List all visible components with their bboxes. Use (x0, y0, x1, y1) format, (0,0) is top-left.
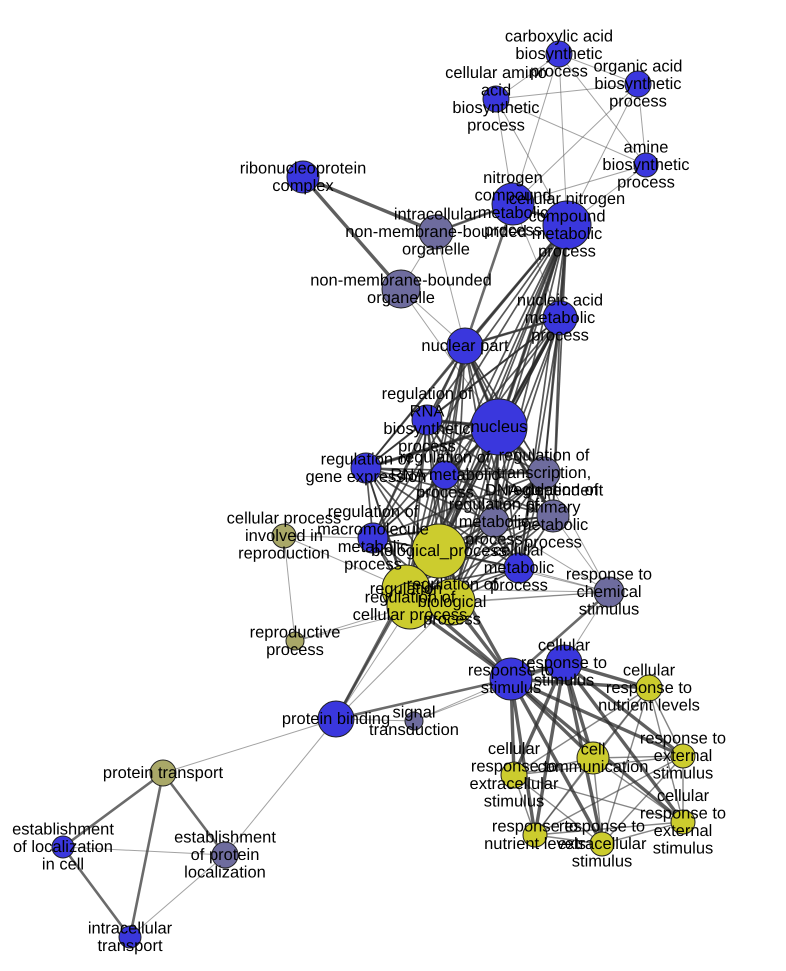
svg-text:protein transport: protein transport (103, 764, 224, 782)
svg-text:nucleus: nucleus (471, 418, 528, 436)
svg-text:biological_process: biological_process (371, 542, 507, 560)
svg-text:nuclear part: nuclear part (421, 337, 509, 355)
